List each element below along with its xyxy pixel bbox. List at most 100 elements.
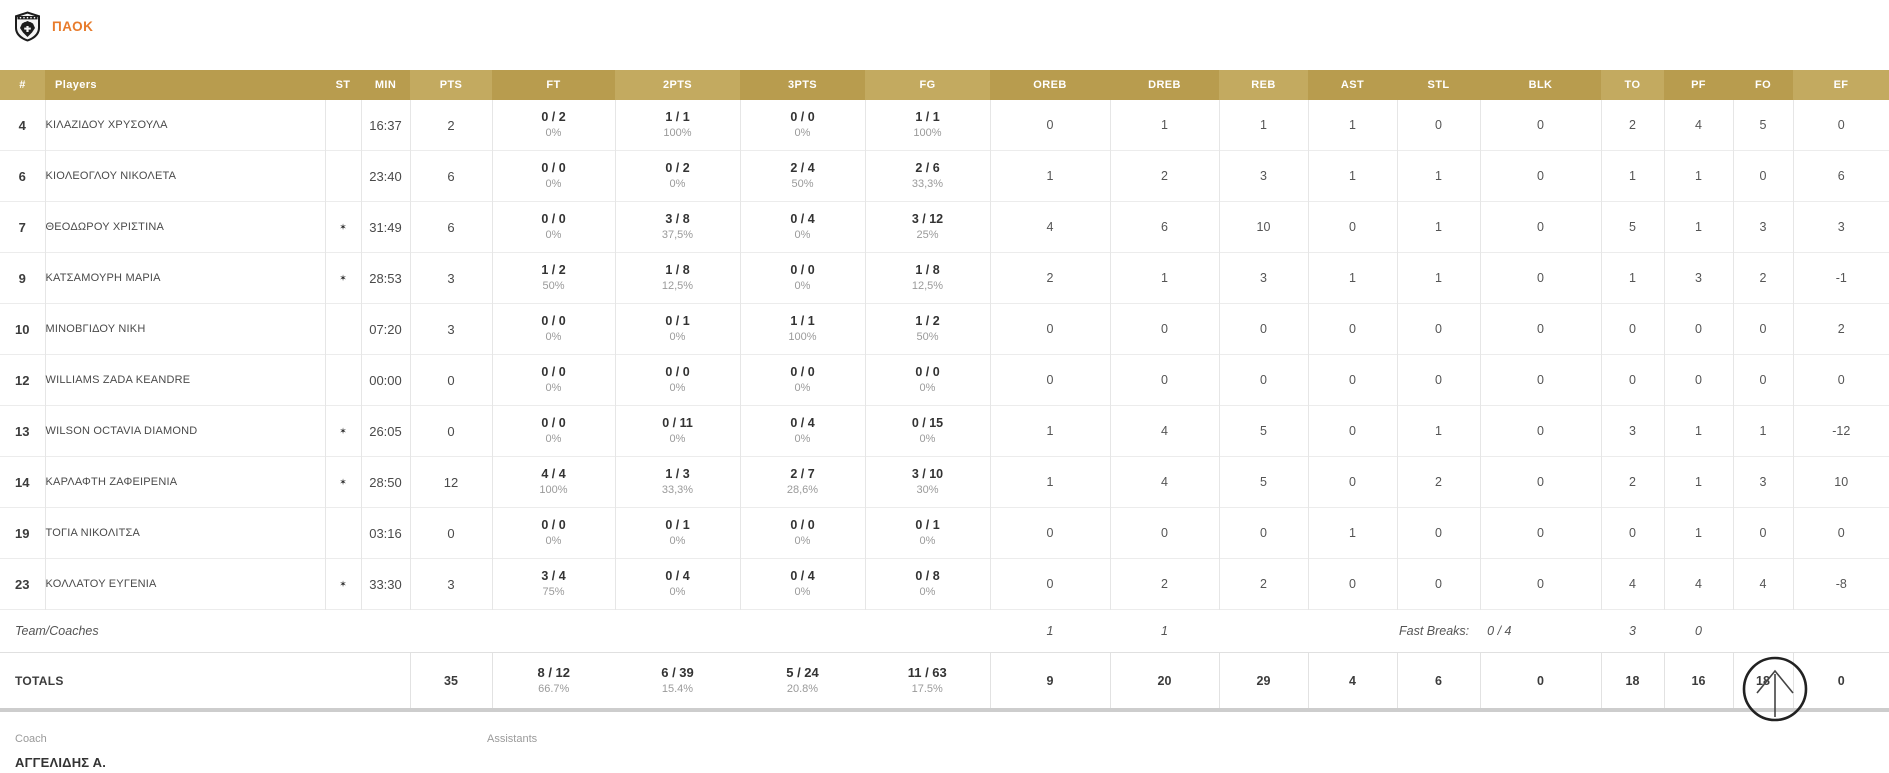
player-name: ΤΟΓΙΑ ΝΙΚΟΛΙΤΣΑ <box>44 507 325 559</box>
totals-p3-made-attempted: 5 / 24 <box>786 665 819 680</box>
cell-p3-made-attempted: 1 / 1 <box>790 313 815 328</box>
cell-fo: 2 <box>1732 252 1793 304</box>
totals-ft-made-attempted: 8 / 12 <box>537 665 571 680</box>
cell-stl: 0 <box>1396 100 1480 151</box>
cell-ft: 0 / 2 0% <box>491 100 615 151</box>
player-row-12: 12 WILLIAMS ZADA KEANDRE 00:00 0 0 / 0 0% 0 / … <box>0 354 1889 406</box>
team-cell-to: 3 <box>1601 609 1664 653</box>
col-header-pf: PF <box>1664 70 1733 100</box>
cell-p2-made-attempted: 0 / 11 <box>662 415 693 430</box>
col-header-st: ST <box>325 70 361 100</box>
team-name[interactable]: ΠΑΟΚ <box>52 19 94 34</box>
cell-ft: 0 / 0 0% <box>491 303 615 355</box>
cell-ft-percentage: 0% <box>545 433 562 446</box>
cell-ft-made-attempted: 0 / 2 <box>541 109 566 124</box>
player-number: 12 <box>0 354 45 406</box>
player-row-23: 23 ΚΟΛΛΑΤΟΥ ΕΥΓΕΝΙΑ ✶ 33:30 3 3 / 4 75% 0 / 4 0%… <box>0 558 1889 610</box>
cell-ast: 0 <box>1307 456 1397 508</box>
cell-p2-percentage: 0% <box>669 535 686 548</box>
cell-p2: 0 / 2 0% <box>614 150 740 202</box>
player-number: 14 <box>0 456 45 508</box>
totals-p3-percentage: 20.8% <box>786 683 819 695</box>
player-name: ΚΙΛΑΖΙΔΟΥ ΧΡΥΣΟΥΛΑ <box>44 100 325 151</box>
starter-mark: ✶ <box>324 558 361 610</box>
player-row-7: 7 ΘΕΟΔΩΡΟΥ ΧΡΙΣΤΙΝΑ ✶ 31:49 6 0 / 0 0% 3 / 8 37,… <box>0 201 1889 253</box>
cell-pts: 3 <box>409 303 492 355</box>
fast-breaks-cell: Fast Breaks: 0 / 4 <box>1397 609 1601 653</box>
cell-ef: 2 <box>1792 303 1889 355</box>
totals-ft: 8 / 12 66.7% <box>491 652 615 712</box>
cell-fo: 0 <box>1732 507 1793 559</box>
cell-p3: 0 / 4 0% <box>739 558 865 610</box>
player-name: ΚΟΛΛΑΤΟΥ ΕΥΓΕΝΙΑ <box>44 558 325 610</box>
cell-blk: 0 <box>1479 405 1601 457</box>
cell-p2-made-attempted: 1 / 8 <box>665 262 690 277</box>
cell-to: 4 <box>1600 558 1664 610</box>
cell-fo: 1 <box>1732 405 1793 457</box>
cell-p2-percentage: 100% <box>663 127 692 140</box>
cell-reb: 3 <box>1218 150 1308 202</box>
totals-p2: 6 / 39 15.4% <box>615 652 740 712</box>
player-number: 10 <box>0 303 45 355</box>
totals-row: TOTALS 35 8 / 12 66.7% 6 / 39 15.4% 5 / 24 20.8… <box>0 652 1889 712</box>
cell-min: 23:40 <box>360 150 410 202</box>
cell-ef: 6 <box>1792 150 1889 202</box>
fast-breaks-value: 0 / 4 <box>1487 624 1512 638</box>
cell-ef: -12 <box>1792 405 1889 457</box>
cell-blk: 0 <box>1479 252 1601 304</box>
cell-fg-made-attempted: 0 / 15 <box>911 415 944 430</box>
cell-ft: 0 / 0 0% <box>491 150 615 202</box>
col-header-fo: FO <box>1733 70 1793 100</box>
starter-mark: ✶ <box>324 252 361 304</box>
cell-reb: 5 <box>1218 456 1308 508</box>
team-cell-ef <box>1793 609 1889 653</box>
cell-ast: 1 <box>1307 150 1397 202</box>
cell-fg-percentage: 12,5% <box>911 280 944 293</box>
team-cell-pf: 0 <box>1664 609 1733 653</box>
cell-blk: 0 <box>1479 456 1601 508</box>
col-header-fg: FG <box>865 70 990 100</box>
cell-blk: 0 <box>1479 150 1601 202</box>
col-header-min: MIN <box>361 70 410 100</box>
cell-fg-percentage: 33,3% <box>911 178 944 191</box>
cell-blk: 0 <box>1479 201 1601 253</box>
cell-p3-made-attempted: 0 / 4 <box>790 211 815 226</box>
cell-p3-made-attempted: 0 / 4 <box>790 415 815 430</box>
cell-fg: 1 / 1 100% <box>864 100 990 151</box>
starter-mark <box>324 303 361 355</box>
cell-fg-made-attempted: 0 / 1 <box>915 517 940 532</box>
cell-blk: 0 <box>1479 507 1601 559</box>
cell-ft: 0 / 0 0% <box>491 354 615 406</box>
cell-p3-percentage: 0% <box>794 586 811 599</box>
cell-p2-percentage: 0% <box>669 586 686 599</box>
cell-ft-made-attempted: 0 / 0 <box>541 364 566 379</box>
cell-ft-percentage: 0% <box>545 331 562 344</box>
cell-fg-made-attempted: 0 / 8 <box>915 568 940 583</box>
totals-fo: 18 <box>1732 652 1793 712</box>
col-header-dreb: DREB <box>1110 70 1219 100</box>
cell-to: 1 <box>1600 252 1664 304</box>
cell-fo: 3 <box>1732 201 1793 253</box>
cell-stl: 1 <box>1396 252 1480 304</box>
cell-reb: 10 <box>1218 201 1308 253</box>
cell-ft-made-attempted: 0 / 0 <box>541 415 566 430</box>
paok-crest-icon <box>15 11 40 42</box>
cell-blk: 0 <box>1479 354 1601 406</box>
cell-stl: 1 <box>1396 405 1480 457</box>
cell-ast: 0 <box>1307 354 1397 406</box>
cell-dreb: 0 <box>1109 354 1219 406</box>
starter-mark <box>324 507 361 559</box>
cell-pf: 4 <box>1663 100 1733 151</box>
cell-stl: 0 <box>1396 558 1480 610</box>
totals-ft-percentage: 66.7% <box>538 683 570 695</box>
cell-fg: 0 / 0 0% <box>864 354 990 406</box>
totals-stl: 6 <box>1396 652 1480 712</box>
cell-p2-made-attempted: 0 / 0 <box>665 364 690 379</box>
totals-oreb: 9 <box>989 652 1110 712</box>
cell-p2: 3 / 8 37,5% <box>614 201 740 253</box>
col-header-p2: 2PTS <box>615 70 740 100</box>
cell-stl: 1 <box>1396 150 1480 202</box>
cell-stl: 0 <box>1396 354 1480 406</box>
cell-p2-made-attempted: 0 / 1 <box>665 313 690 328</box>
player-number: 6 <box>0 150 45 202</box>
